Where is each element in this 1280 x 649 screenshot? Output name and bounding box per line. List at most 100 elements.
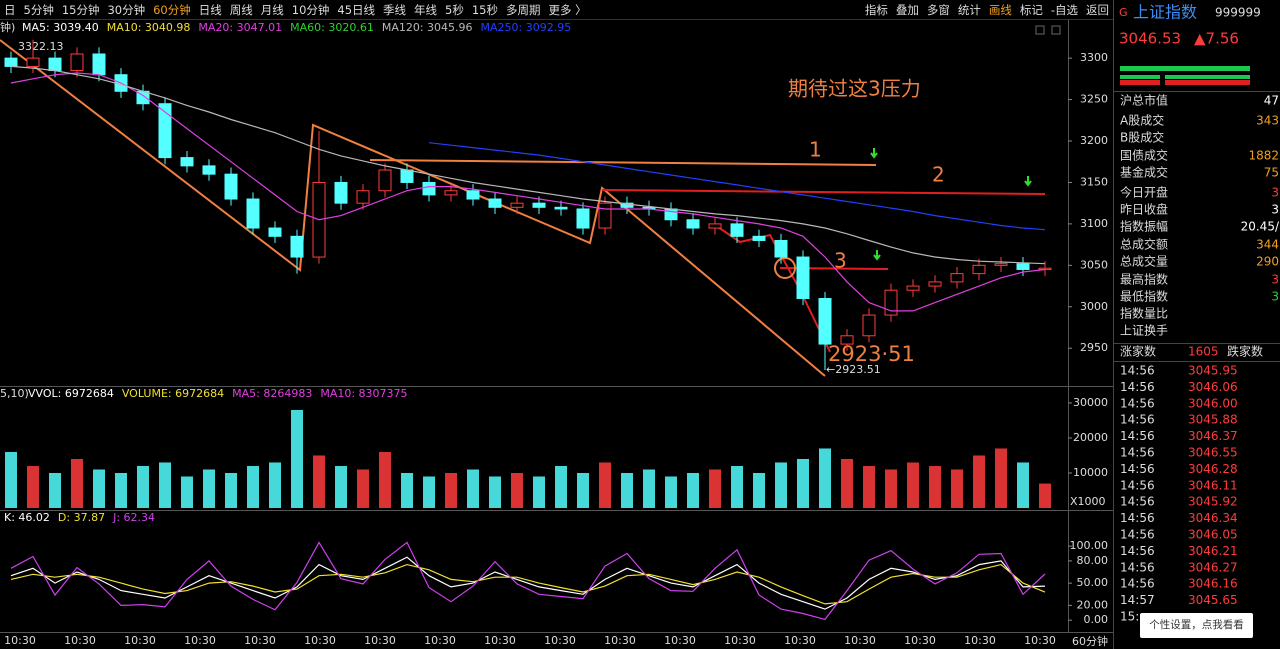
volume-bar — [731, 465, 743, 508]
volume-bar — [885, 469, 897, 508]
toolbar-item[interactable]: 15秒 — [471, 2, 498, 17]
tool-bar: 指标 叠加 多窗 统计 画线 标记 -自选 返回 — [861, 0, 1113, 19]
volume-bar — [797, 458, 809, 508]
volume-bar — [709, 469, 721, 508]
tick-time: 14:56 — [1120, 511, 1155, 525]
candle-body — [752, 235, 766, 241]
volume-bar — [929, 465, 941, 508]
volume-bar — [951, 469, 963, 508]
breadth-count: 1605 — [1188, 345, 1219, 359]
x-tick-label: 10:30 — [544, 634, 576, 647]
y-tick-label: 100.00 — [1070, 539, 1109, 552]
kdj-line — [10, 563, 1046, 605]
y-tick-label: 2950 — [1080, 341, 1108, 354]
y-tick-label: 0.00 — [1084, 613, 1109, 626]
volume-bar — [423, 476, 435, 508]
field-value: 47 — [1264, 94, 1279, 108]
candle-body — [48, 57, 62, 72]
candle-body — [576, 208, 590, 229]
volume-bar — [533, 476, 545, 508]
toolbar-item[interactable]: 5分钟 — [23, 2, 54, 17]
y-tick-label: 3000 — [1080, 300, 1108, 313]
toolbar-item[interactable]: 统计 — [957, 2, 981, 17]
volume-bar — [511, 472, 523, 508]
toolbar-item[interactable]: 周线 — [229, 2, 253, 17]
legend-item: MA5: 8264983 — [232, 387, 312, 400]
tick-time: 14:56 — [1120, 462, 1155, 476]
toolbar-item[interactable]: 更多 〉 — [548, 2, 587, 17]
toolbar-item[interactable]: 15分钟 — [61, 2, 100, 17]
x-tick-label: 10:30 — [604, 634, 636, 647]
toolbar-item[interactable]: 45日线 — [337, 2, 376, 17]
arrows — [870, 148, 1032, 261]
toolbar-item[interactable]: 多周期 — [506, 2, 541, 17]
candle-body — [906, 285, 920, 291]
candle-body — [334, 181, 348, 204]
toolbar-item[interactable]: 返回 — [1086, 2, 1109, 17]
volume-bar — [269, 462, 281, 508]
toolbar-item[interactable]: 30分钟 — [107, 2, 146, 17]
field-label: B股成交 — [1120, 130, 1164, 145]
index-name: 上证指数 — [1133, 3, 1197, 22]
toolbar-item[interactable]: 多窗 — [926, 2, 950, 17]
period-bar: 日 5分钟 15分钟 30分钟 60分钟 日线 周线 月线 10分钟 45日线 季线 年线 5秒 15秒多… — [0, 0, 591, 19]
toolbar-item[interactable]: 日线 — [198, 2, 222, 17]
toolbar-item[interactable]: 日 — [4, 2, 16, 17]
field-value: 3 — [1271, 186, 1279, 200]
x-tick-label: 10:30 — [124, 634, 156, 647]
candle-body — [972, 264, 986, 275]
toolbar-item[interactable]: 指标 — [864, 2, 888, 17]
legend-prefix: 5,10) — [0, 387, 29, 400]
field-label: 今日开盘 — [1120, 185, 1168, 200]
volume-bar — [115, 472, 127, 508]
toolbar-item[interactable]: 60分钟 — [153, 2, 191, 17]
x-tick-label: 10:30 — [64, 634, 96, 647]
tick-price: 3046.00 — [1188, 396, 1238, 410]
toolbar-item[interactable]: 季线 — [383, 2, 407, 17]
legend-item: MA20: 3047.01 — [198, 21, 282, 34]
toolbar-item[interactable]: -自选 — [1050, 2, 1078, 17]
toolbar-item[interactable]: 画线 — [988, 2, 1012, 17]
legend-item: VOLUME: 6972684 — [122, 387, 224, 400]
candle-body — [730, 223, 744, 237]
volume-bar — [5, 451, 17, 508]
user-drawings — [0, 39, 1046, 377]
toolbar-item[interactable]: 标记 — [1019, 2, 1043, 17]
volume-bar — [687, 472, 699, 508]
volume-bar — [159, 462, 171, 508]
y-tick-label: 20.00 — [1077, 598, 1109, 611]
tick-price: 3046.37 — [1188, 429, 1238, 443]
volume-bar — [203, 469, 215, 508]
candle-body — [598, 202, 612, 229]
volume-bar — [445, 472, 457, 508]
toolbar-item[interactable]: 叠加 — [895, 2, 919, 17]
candle-body — [884, 289, 898, 316]
field-label: 总成交量 — [1120, 254, 1168, 269]
unit-label: X1000 — [1070, 495, 1106, 508]
x-tick-label: 10:30 — [484, 634, 516, 647]
price: 3046.53 — [1119, 30, 1181, 48]
y-tick-label: 3300 — [1080, 51, 1108, 64]
toolbar-item[interactable]: 5秒 — [445, 2, 464, 17]
popup[interactable]: 个性设置，点我看看 — [1140, 613, 1253, 638]
volume-bar — [71, 458, 83, 508]
tick-price: 3045.88 — [1188, 413, 1238, 427]
toolbar-item[interactable]: 月线 — [260, 2, 284, 17]
toolbar-item[interactable]: 10分钟 — [291, 2, 330, 17]
volume-bar — [555, 465, 567, 508]
change: ▲7.56 — [1194, 30, 1239, 48]
legend-item: K: 46.02 — [4, 511, 50, 524]
legend-item: MA250: 3092.95 — [481, 21, 572, 34]
y-tick-label: 3100 — [1080, 217, 1108, 230]
volume-bar — [863, 465, 875, 508]
candle-body — [1038, 267, 1052, 270]
tick-time: 14:56 — [1120, 544, 1155, 558]
field-value: 290 — [1256, 255, 1279, 269]
tick-price: 3046.55 — [1188, 446, 1238, 460]
toolbar-item[interactable]: 年线 — [414, 2, 438, 17]
x-tick-label: 10:30 — [784, 634, 816, 647]
annotation: 3322.13 — [18, 40, 64, 53]
field-value: 20.45/ — [1241, 220, 1280, 234]
volume-bar — [489, 476, 501, 508]
